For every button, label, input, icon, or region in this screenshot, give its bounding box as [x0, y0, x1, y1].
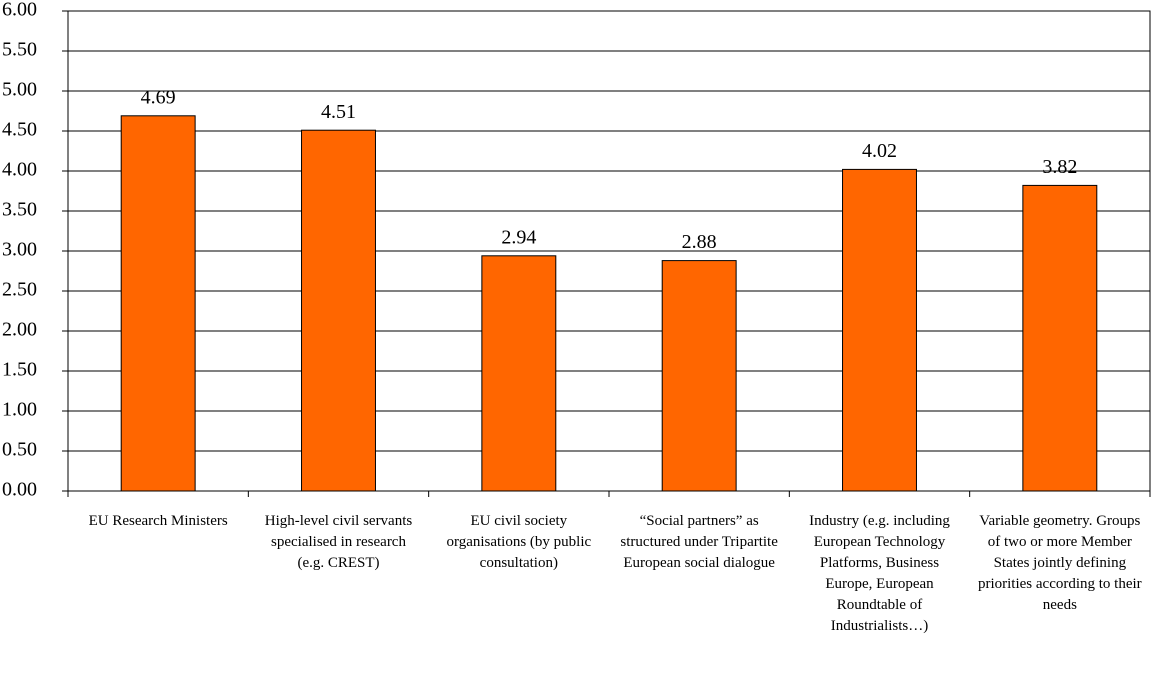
- x-tick-label: EU civil society organisations (by publi…: [446, 513, 592, 571]
- data-label: 2.88: [682, 231, 717, 253]
- x-tick-label: “Social partners” as structured under Tr…: [620, 513, 778, 571]
- y-tick-label: 5.00: [2, 79, 37, 101]
- y-tick-label: 0.00: [2, 479, 37, 501]
- y-tick-label: 4.00: [2, 159, 37, 181]
- bar: [842, 168, 917, 492]
- data-label: 2.94: [501, 226, 536, 248]
- y-tick-label: 3.00: [2, 239, 37, 261]
- x-tick-label: EU Research Ministers: [88, 513, 228, 529]
- bar: [301, 129, 376, 492]
- y-tick-label: 6.00: [2, 0, 37, 21]
- data-label: 3.82: [1042, 156, 1077, 178]
- data-label: 4.02: [862, 140, 897, 162]
- bar: [1022, 184, 1098, 492]
- y-tick-label: 0.50: [2, 439, 37, 461]
- bar: [120, 115, 196, 492]
- x-tick-label: Industry (e.g. including European Techno…: [809, 513, 950, 634]
- y-tick-label: 3.50: [2, 199, 37, 221]
- data-label: 4.69: [141, 86, 176, 108]
- y-tick-label: 1.00: [2, 399, 37, 421]
- bar: [481, 255, 557, 492]
- y-tick-label: 1.50: [2, 359, 37, 381]
- data-label: 4.51: [321, 101, 356, 123]
- y-tick-label: 2.50: [2, 279, 37, 301]
- y-tick-label: 5.50: [2, 39, 37, 61]
- y-tick-label: 2.00: [2, 319, 37, 341]
- x-tick-label: High-level civil servants specialised in…: [264, 513, 413, 571]
- y-tick-label: 4.50: [2, 119, 37, 141]
- x-tick-label: Variable geometry. Groups of two or more…: [977, 513, 1142, 613]
- bar: [661, 260, 737, 492]
